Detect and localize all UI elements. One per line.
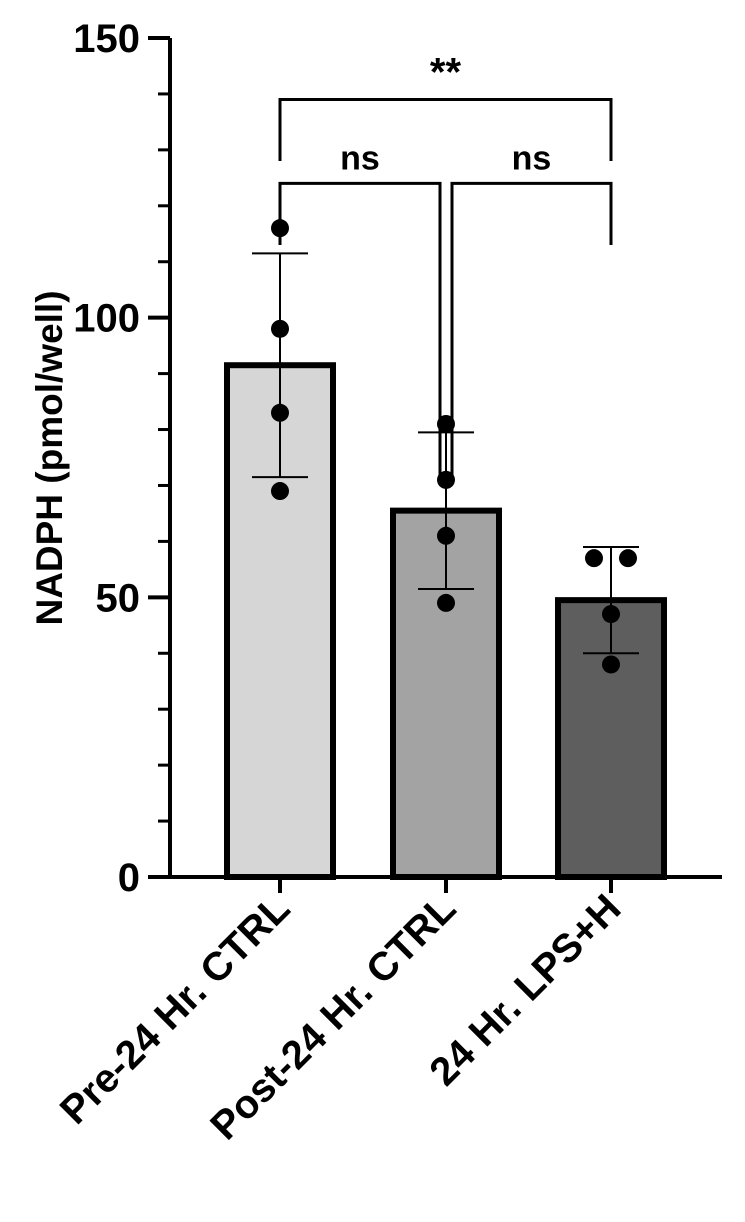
data-point [602, 605, 620, 624]
significance-bracket [278, 181, 442, 483]
significance-bracket [278, 98, 613, 162]
significance-label: ns [512, 139, 552, 177]
bar [390, 507, 502, 880]
data-point [585, 549, 603, 568]
data-point [619, 549, 637, 568]
data-point [271, 403, 289, 422]
data-point [271, 482, 289, 501]
significance-bracket [450, 181, 613, 483]
y-tick-label: 0 [118, 856, 140, 900]
data-point [602, 655, 620, 674]
y-axis-label: NADPH (pmol/well) [29, 290, 70, 625]
data-point [437, 593, 455, 612]
data-point [271, 319, 289, 338]
y-axis: 0 50 100 150 [73, 17, 172, 900]
significance-label: ns [340, 139, 380, 177]
y-tick-label: 50 [96, 576, 141, 620]
y-tick-label: 100 [73, 297, 140, 341]
y-tick-label: 150 [73, 17, 140, 61]
significance-label: ** [430, 51, 462, 95]
significance-brackets: ** ns ns [278, 51, 613, 483]
data-point [437, 526, 455, 545]
error-bars-group [252, 252, 639, 655]
